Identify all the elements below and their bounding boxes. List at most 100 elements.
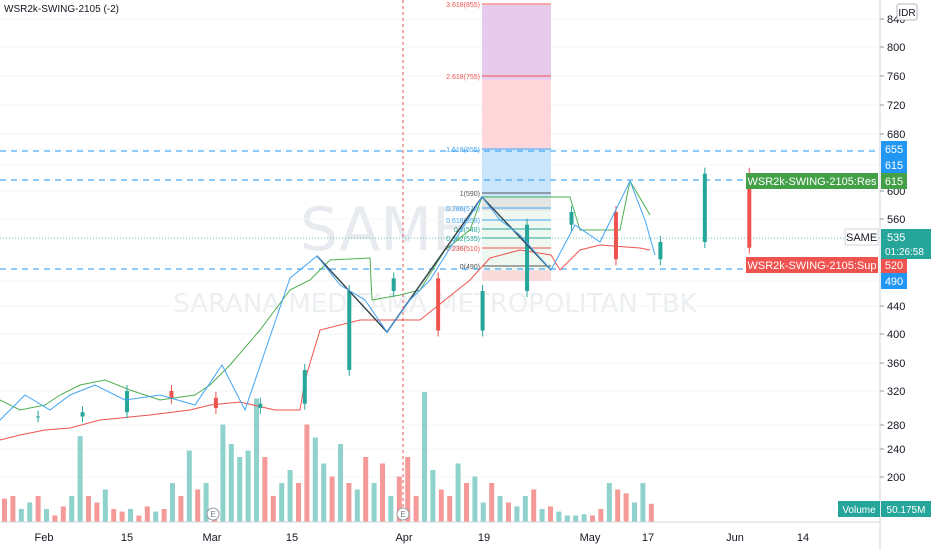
fib-zone (482, 79, 551, 149)
level-badge-615-bg (881, 157, 907, 173)
volume-bar (623, 493, 629, 522)
res-value-badge-bg (881, 173, 907, 189)
grid (0, 18, 880, 478)
volume-bar (648, 503, 654, 522)
volume-bar (262, 457, 268, 522)
res-value-badge-label: 615 (885, 176, 903, 188)
volume-bar (10, 496, 16, 522)
currency-label: IDR (898, 8, 915, 19)
volume-bar (430, 470, 436, 522)
fib-level-label: 0.236(510) (446, 246, 480, 253)
candle-body (80, 412, 85, 417)
volume-bar (606, 483, 612, 522)
volume-bar (447, 496, 453, 522)
volume-bar (615, 489, 621, 522)
candle-body (302, 370, 307, 404)
candle-body (480, 291, 485, 331)
candle-body (569, 212, 574, 225)
price-axis[interactable]: 2002402803203604004405606006807207608008… (879, 0, 918, 550)
volume-bar (564, 515, 570, 522)
candle-body (436, 278, 441, 331)
volume-bar (380, 463, 385, 522)
volume-bar (480, 502, 486, 522)
time-tick-label: 17 (642, 532, 654, 544)
volume-bar (237, 457, 243, 522)
time-tick-label: Apr (395, 532, 412, 544)
volume-bar (44, 509, 49, 522)
volume-bar (338, 444, 343, 522)
price-tick-label: 800 (887, 42, 905, 54)
time-tick-label: Jun (726, 532, 744, 544)
sup-value-badge-bg (881, 257, 907, 273)
earnings-marker (396, 507, 410, 521)
volume-value-label: 50.175M (887, 505, 926, 516)
fib-level-label: 3.618(855) (446, 2, 480, 9)
volume-bar (363, 457, 369, 522)
volume-bar (304, 424, 310, 522)
volume-bar (153, 511, 159, 522)
symbol-watermark: SAME SARANA MEDITAMA METROPOLITAN TBK (173, 195, 697, 319)
price-tick-label: 360 (887, 358, 905, 370)
volume-bar (186, 450, 192, 522)
time-tick-label: 15 (286, 532, 298, 544)
volume-bar (296, 483, 301, 522)
level-badge-490-bg (881, 273, 907, 289)
volume-bar (178, 496, 184, 522)
res-name-badge-label: WSR2k-SWING-2105:Res (748, 176, 877, 188)
fib-level-label: 0.5(548) (454, 227, 480, 234)
volume-bar (270, 496, 276, 522)
volume-bar (531, 489, 537, 522)
candle-body (525, 224, 530, 291)
volume-bar (329, 476, 335, 522)
volume-bar (371, 483, 377, 522)
volume-bar (128, 509, 133, 522)
time-tick-label: Mar (203, 532, 222, 544)
volume-bar (548, 506, 553, 522)
volume-bar (506, 502, 511, 522)
zigzag-lines (0, 179, 656, 421)
volume-bar (489, 483, 495, 522)
level-badge-490-label: 490 (885, 276, 903, 288)
volume-name-label: Volume (842, 505, 876, 516)
volume-bar (279, 483, 285, 522)
volume-bar (27, 502, 33, 522)
sup-name-badge-label: WSR2k-SWING-2105:Sup (748, 260, 877, 272)
price-tick-label: 280 (887, 420, 905, 432)
fib-level-label: 0.618(558) (446, 218, 480, 225)
axis-badges: 655 615 520 490 WSR2k-SWING-2105:Res 615 WSR2k… (746, 141, 931, 517)
time-tick-label: Feb (35, 532, 54, 544)
volume-bar (228, 444, 234, 522)
volume-bar (195, 489, 201, 522)
fib-zone (482, 149, 551, 198)
fib-level-label: 0(490) (460, 264, 480, 271)
currency-tag (896, 3, 918, 21)
volume-bar (136, 515, 142, 522)
volume-bar (573, 515, 579, 522)
price-tick-label: 760 (887, 71, 905, 83)
volume-bar (220, 424, 226, 522)
indicator-title[interactable]: WSR2k-SWING-2105 (-2) (4, 4, 120, 15)
volume-value-bg (881, 501, 931, 517)
volume-bar (77, 436, 83, 522)
volume-bar (438, 489, 444, 522)
res-name-badge-bg (746, 173, 878, 189)
volume-bar (497, 496, 503, 522)
volume-bar (455, 463, 461, 522)
fib-zone (482, 198, 551, 211)
volume-bar (581, 514, 587, 522)
volume-bar (60, 506, 66, 522)
price-tick-label: 680 (887, 129, 905, 141)
volume-bar (422, 392, 427, 522)
volume-bar (18, 509, 24, 522)
volume-bar (161, 509, 167, 522)
time-tick-label: 15 (121, 532, 133, 544)
volume-bar (287, 470, 293, 522)
earnings-marker (206, 507, 220, 521)
candle-body (125, 391, 129, 413)
time-axis[interactable]: Feb 15 Mar 15 Apr 19 May 17 Jun 14 E E (0, 507, 880, 544)
symbol-name-badge-label: SAME (846, 232, 877, 244)
last-price-badge-bg (881, 229, 931, 259)
sup-value-badge-label: 520 (885, 260, 903, 272)
volume-bar (405, 457, 411, 522)
